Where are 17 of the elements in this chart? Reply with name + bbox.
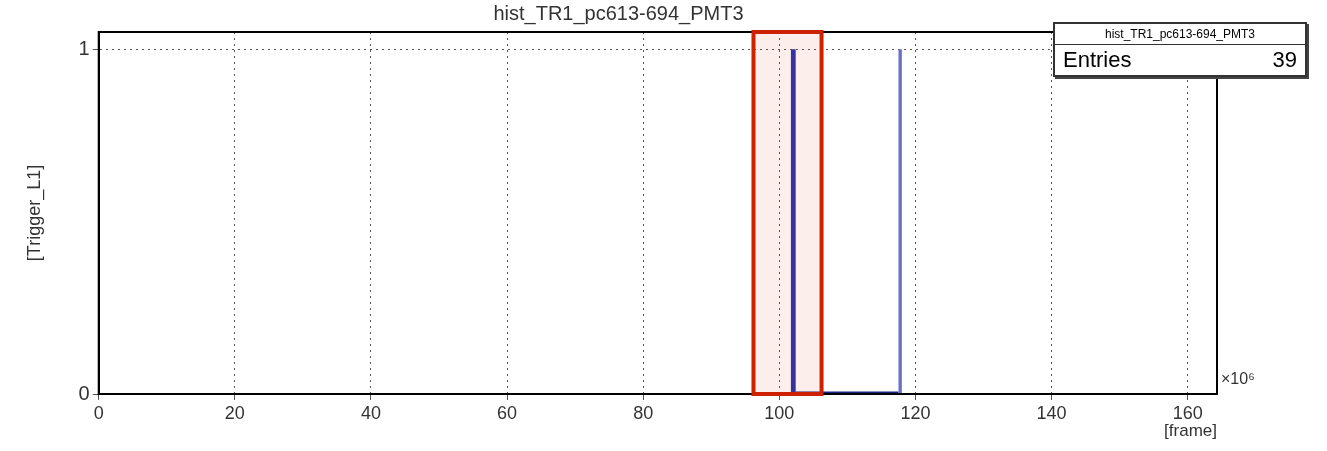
x-tick-label: 100	[764, 402, 795, 423]
x-axis-title: [frame]	[1164, 421, 1217, 441]
x-tick-label: 160	[1172, 402, 1203, 423]
x-tick-label: 0	[93, 402, 104, 423]
chart-title: hist_TR1_pc613-694_PMT3	[493, 1, 744, 25]
y-axis-title: [Trigger_L1]	[23, 164, 45, 262]
x-tick-label: 80	[633, 402, 654, 423]
x-tick-label: 60	[497, 402, 518, 423]
annotation: hist_TR1_pc613-694_PMT3	[1055, 24, 1305, 45]
y-tick-label: 1	[78, 36, 90, 59]
annotation: Entries	[1063, 47, 1132, 73]
x-tick-label: 120	[900, 402, 931, 423]
x-tick-label: 40	[360, 402, 381, 423]
text: 39	[1272, 47, 1297, 73]
text: ×10⁶	[1221, 370, 1255, 388]
x-tick-label: 20	[224, 402, 245, 423]
x-tick-label: 140	[1036, 402, 1067, 423]
